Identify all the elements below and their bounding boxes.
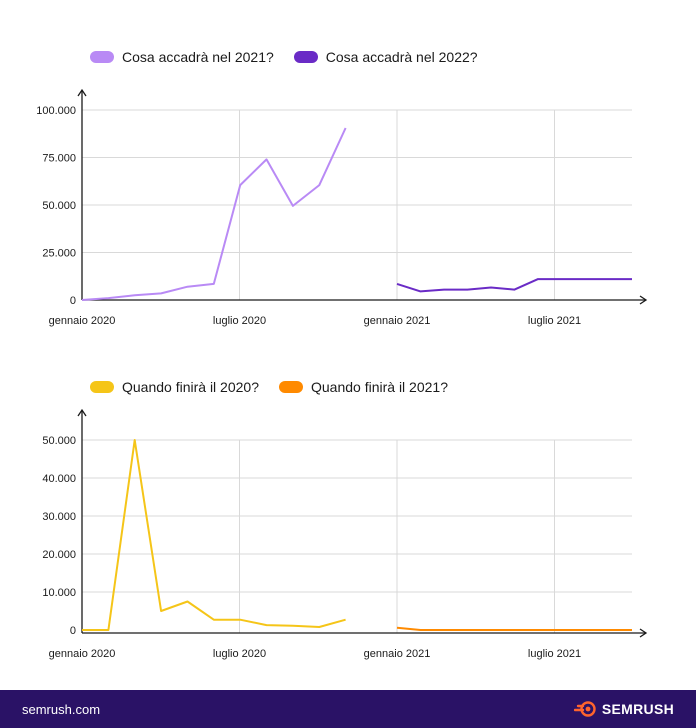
y-tick-label: 0	[70, 295, 76, 307]
y-tick-label: 0	[70, 625, 76, 637]
legend-item: Quando finirà il 2021?	[279, 379, 448, 395]
y-tick-label: 75.000	[42, 153, 76, 165]
legend-item: Quando finirà il 2020?	[90, 379, 259, 395]
legend-label: Cosa accadrà nel 2022?	[325, 49, 478, 65]
series-line	[396, 626, 632, 631]
y-tick-label: 30.000	[42, 511, 76, 523]
legend-item: Cosa accadrà nel 2022?	[293, 49, 478, 65]
x-tick-label: gennaio 2021	[364, 648, 431, 660]
x-tick-label: luglio 2020	[213, 315, 266, 327]
legend-label: Cosa accadrà nel 2021?	[122, 49, 274, 65]
x-tick-label: gennaio 2020	[49, 648, 116, 660]
series-line	[82, 439, 346, 631]
line-chart-cosa-accadra: 0 25.000 50.000 75.000 100.000 gennaio 2020 lu…	[36, 88, 648, 327]
series-line	[81, 127, 347, 301]
x-tick-label: luglio 2020	[213, 648, 266, 660]
brand-logo: SEMRUSH	[573, 701, 674, 717]
x-tick-label: luglio 2021	[528, 315, 581, 327]
y-tick-label: 25.000	[42, 248, 76, 260]
legend-chart-1: Cosa accadrà nel 2021? Cosa accadrà nel …	[90, 49, 498, 65]
x-tick-label: gennaio 2021	[364, 315, 431, 327]
legend-label: Quando finirà il 2020?	[122, 379, 259, 395]
legend-swatch	[293, 51, 318, 63]
legend-swatch	[279, 381, 303, 393]
y-tick-label: 20.000	[42, 549, 76, 561]
y-tick-label: 100.000	[36, 105, 76, 117]
y-tick-label: 50.000	[42, 435, 76, 447]
legend-chart-2: Quando finirà il 2020? Quando finirà il …	[90, 379, 468, 395]
x-axis-arrow-icon	[639, 628, 648, 638]
x-tick-label: gennaio 2020	[49, 315, 116, 327]
semrush-flame-icon	[573, 701, 596, 717]
y-tick-label: 50.000	[42, 200, 76, 212]
y-axis-arrow-icon	[77, 408, 87, 417]
x-axis-arrow-icon	[639, 295, 648, 305]
y-tick-label: 40.000	[42, 473, 76, 485]
y-tick-label: 10.000	[42, 587, 76, 599]
brand-name: SEMRUSH	[601, 701, 674, 717]
y-axis-arrow-icon	[77, 88, 87, 97]
legend-swatch	[90, 381, 114, 393]
footer-bar: semrush.com SEMRUSH	[0, 690, 696, 728]
line-chart-quando-finira: 0 10.000 20.000 30.000 40.000 50.000 gennaio 2…	[42, 408, 648, 660]
legend-item: Cosa accadrà nel 2021?	[90, 49, 274, 65]
legend-swatch	[90, 51, 114, 63]
legend-label: Quando finirà il 2021?	[311, 379, 448, 395]
x-tick-label: luglio 2021	[528, 648, 581, 660]
series-line	[396, 278, 632, 293]
footer-site-link[interactable]: semrush.com	[22, 701, 101, 717]
